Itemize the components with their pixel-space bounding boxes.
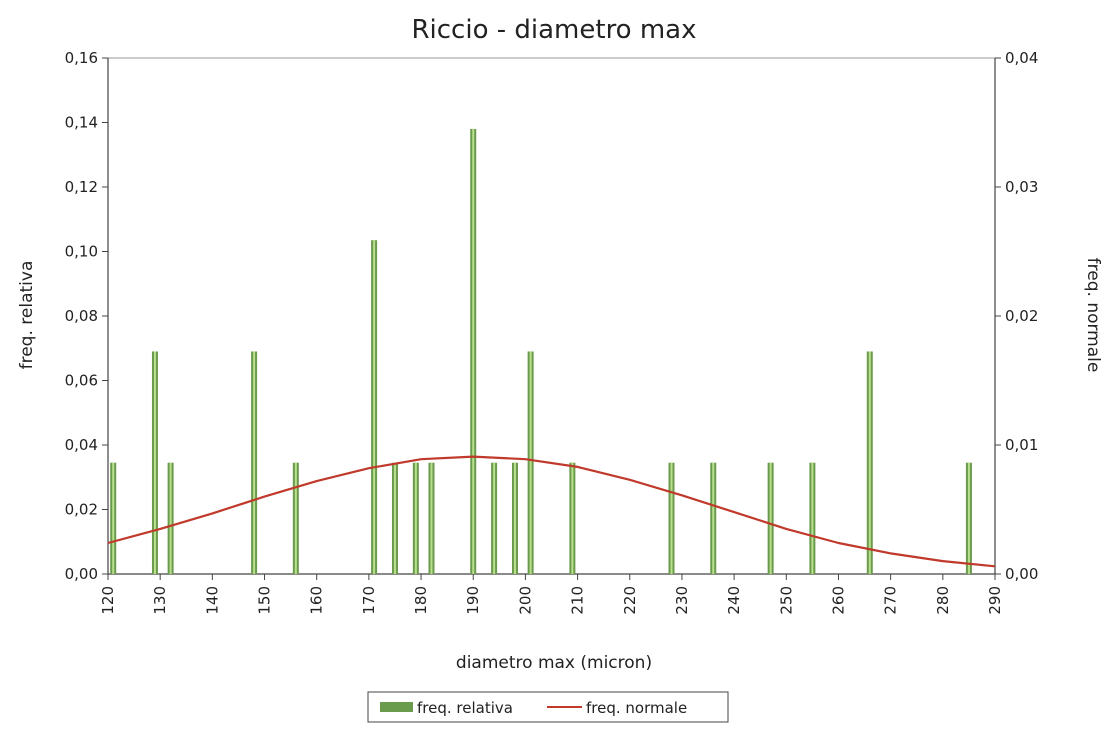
x-tick-label: 170 <box>360 586 378 615</box>
bar-highlight <box>769 462 772 574</box>
bar-highlight <box>811 462 814 574</box>
legend-swatch-freq-relativa <box>380 702 413 712</box>
y-tick-label: 0,00 <box>65 565 98 583</box>
y-tick-label: 0,08 <box>65 307 98 325</box>
bar-highlight <box>112 462 115 574</box>
x-tick-label: 240 <box>725 586 743 615</box>
legend-label-freq-relativa: freq. relativa <box>417 699 513 717</box>
y-tick-label: 0,10 <box>65 243 98 261</box>
y-tick-label: 0,12 <box>65 178 98 196</box>
x-tick-label: 190 <box>464 586 482 615</box>
bar-highlight <box>868 351 871 574</box>
x-tick-label: 140 <box>203 586 221 615</box>
legend-label-freq-normale: freq. normale <box>586 699 687 717</box>
chart-title: Riccio - diametro max <box>411 15 696 45</box>
x-axis-label: diametro max (micron) <box>456 653 652 673</box>
x-tick-label: 160 <box>308 586 326 615</box>
x-tick-label: 290 <box>986 586 1004 615</box>
bar-highlight <box>513 462 516 574</box>
legend-box <box>367 691 729 723</box>
bar-highlight <box>393 462 396 574</box>
bar-highlight <box>571 462 574 574</box>
y-axis-label: freq. relativa <box>17 261 37 370</box>
legend: freq. relativa freq. normale <box>367 691 729 723</box>
bar-highlight <box>414 462 417 574</box>
bar-highlight <box>253 351 256 574</box>
y2-tick-label: 0,03 <box>1005 178 1038 196</box>
y2-axis-label: freq. normale <box>1083 258 1103 373</box>
bar-highlight <box>472 128 475 574</box>
bar-highlight <box>294 462 297 574</box>
x-tick-label: 210 <box>569 586 587 615</box>
bar-highlight <box>430 462 433 574</box>
line-series-freq-normale <box>107 455 996 568</box>
x-tick-label: 230 <box>673 586 691 615</box>
x-tick-label: 270 <box>882 586 900 615</box>
y-tick-label: 0,04 <box>65 436 98 454</box>
x-tick-label: 150 <box>256 586 274 615</box>
x-tick-label: 220 <box>621 586 639 615</box>
x-tick-label: 120 <box>99 586 117 615</box>
bar-highlight <box>493 462 496 574</box>
bar-highlight <box>967 462 970 574</box>
x-tick-label: 250 <box>777 586 795 615</box>
y-tick-label: 0,06 <box>65 372 98 390</box>
x-tick-label: 280 <box>934 586 952 615</box>
y-tick-label: 0,16 <box>65 49 98 67</box>
x-tick-label: 260 <box>829 586 847 615</box>
x-tick-label: 200 <box>516 586 534 615</box>
x-tick-label: 180 <box>412 586 430 615</box>
bar-highlight <box>169 462 172 574</box>
y-tick-label: 0,02 <box>65 501 98 519</box>
plot-area: 0,00 0,02 0,04 0,06 0,08 0,10 0,12 0,14 0,16 0,00… <box>65 49 1039 615</box>
bar-highlight <box>153 351 156 574</box>
bar-highlight <box>529 351 532 574</box>
y2-tick-label: 0,04 <box>1005 49 1038 67</box>
bar-highlight <box>373 240 376 574</box>
y2-tick-label: 0,01 <box>1005 436 1038 454</box>
y2-tick-label: 0,00 <box>1005 565 1038 583</box>
bar-highlight <box>712 462 715 574</box>
y2-tick-label: 0,02 <box>1005 307 1038 325</box>
bar-highlight <box>670 462 673 574</box>
y-tick-label: 0,14 <box>65 114 98 132</box>
x-tick-label: 130 <box>151 586 169 615</box>
